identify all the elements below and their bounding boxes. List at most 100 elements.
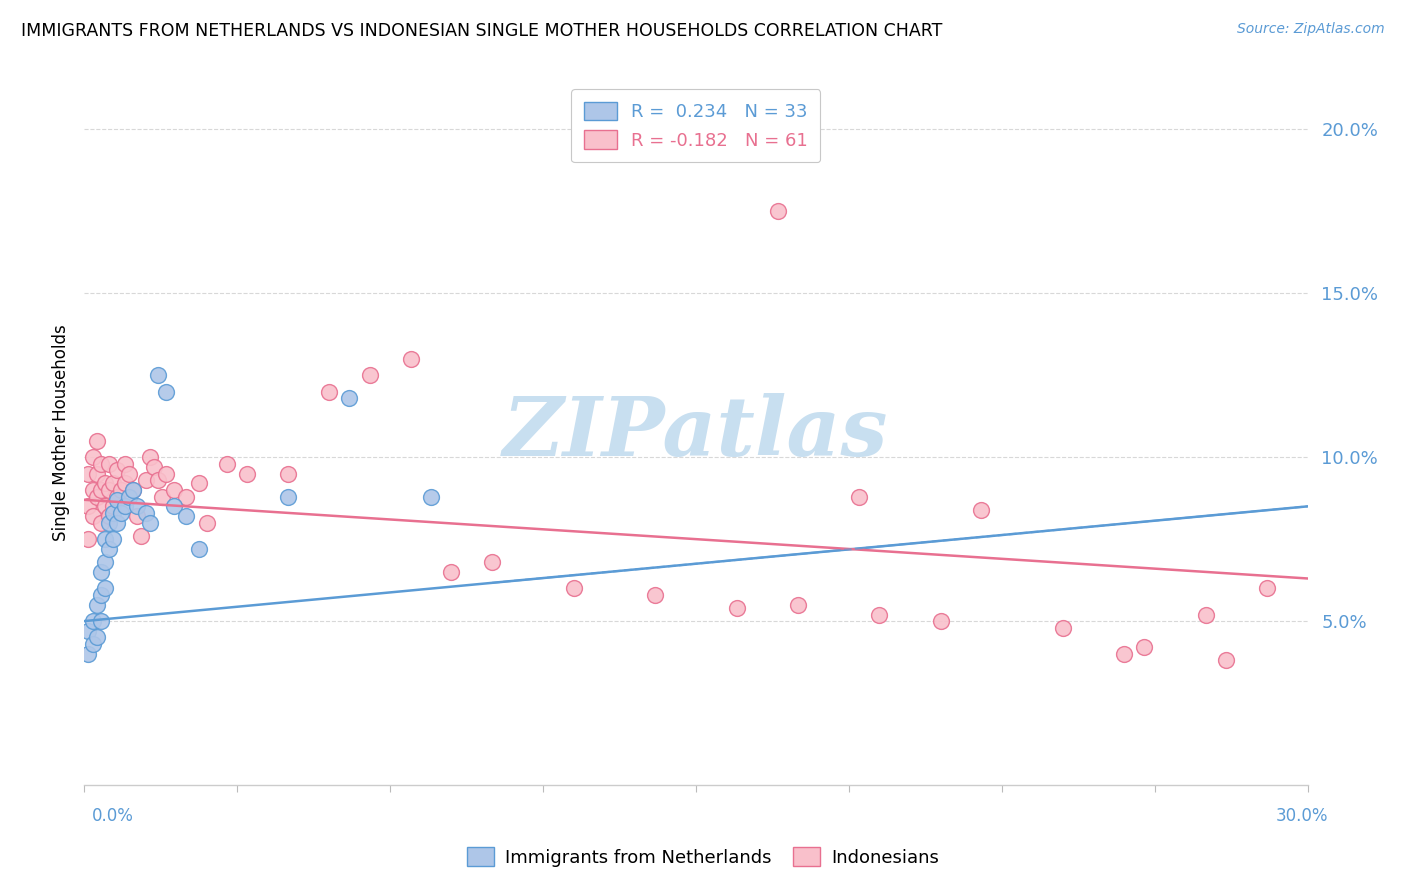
Point bbox=[236, 467, 259, 481]
Point bbox=[82, 483, 104, 497]
Point bbox=[86, 631, 108, 645]
Point bbox=[90, 565, 112, 579]
Point bbox=[929, 614, 952, 628]
Point bbox=[131, 529, 153, 543]
Point bbox=[82, 450, 104, 465]
Point bbox=[399, 351, 422, 366]
Point bbox=[187, 476, 209, 491]
Point bbox=[82, 614, 104, 628]
Point bbox=[174, 490, 197, 504]
Point bbox=[127, 509, 149, 524]
Point bbox=[174, 509, 197, 524]
Point bbox=[1052, 621, 1074, 635]
Point bbox=[481, 555, 503, 569]
Point bbox=[138, 450, 160, 465]
Point bbox=[97, 509, 120, 524]
Point bbox=[110, 483, 132, 497]
Text: 0.0%: 0.0% bbox=[91, 807, 134, 825]
Point bbox=[77, 624, 100, 638]
Point bbox=[1114, 647, 1136, 661]
Point bbox=[440, 565, 463, 579]
Point bbox=[110, 506, 132, 520]
Point bbox=[93, 476, 115, 491]
Point bbox=[77, 467, 100, 481]
Point bbox=[787, 598, 810, 612]
Point bbox=[127, 500, 149, 514]
Point bbox=[105, 463, 128, 477]
Point bbox=[105, 516, 128, 530]
Point bbox=[1256, 582, 1278, 596]
Point bbox=[146, 473, 169, 487]
Point bbox=[135, 506, 157, 520]
Point bbox=[122, 483, 145, 497]
Point bbox=[97, 541, 120, 556]
Point bbox=[86, 490, 108, 504]
Point bbox=[86, 434, 108, 448]
Point bbox=[90, 483, 112, 497]
Point bbox=[217, 457, 239, 471]
Legend: R =  0.234   N = 33, R = -0.182   N = 61: R = 0.234 N = 33, R = -0.182 N = 61 bbox=[571, 89, 821, 162]
Point bbox=[359, 368, 381, 383]
Point bbox=[1195, 607, 1218, 622]
Point bbox=[138, 516, 160, 530]
Point bbox=[90, 457, 112, 471]
Text: IMMIGRANTS FROM NETHERLANDS VS INDONESIAN SINGLE MOTHER HOUSEHOLDS CORRELATION C: IMMIGRANTS FROM NETHERLANDS VS INDONESIA… bbox=[21, 22, 942, 40]
Point bbox=[90, 614, 112, 628]
Text: ZIPatlas: ZIPatlas bbox=[503, 392, 889, 473]
Y-axis label: Single Mother Households: Single Mother Households bbox=[52, 325, 70, 541]
Point bbox=[318, 384, 340, 399]
Point bbox=[195, 516, 218, 530]
Point bbox=[339, 391, 361, 405]
Point bbox=[105, 490, 128, 504]
Point bbox=[97, 483, 120, 497]
Point bbox=[122, 483, 145, 497]
Point bbox=[86, 598, 108, 612]
Point bbox=[1215, 653, 1237, 667]
Point bbox=[97, 457, 120, 471]
Point bbox=[93, 555, 115, 569]
Point bbox=[277, 467, 299, 481]
Text: 30.0%: 30.0% bbox=[1277, 807, 1329, 825]
Point bbox=[77, 500, 100, 514]
Point bbox=[163, 500, 186, 514]
Point bbox=[135, 473, 157, 487]
Point bbox=[1133, 640, 1156, 655]
Point bbox=[970, 502, 993, 516]
Point bbox=[118, 467, 141, 481]
Point bbox=[101, 500, 124, 514]
Point bbox=[163, 483, 186, 497]
Point bbox=[146, 368, 169, 383]
Point bbox=[155, 467, 177, 481]
Point bbox=[869, 607, 891, 622]
Point bbox=[150, 490, 173, 504]
Point bbox=[277, 490, 299, 504]
Point bbox=[86, 467, 108, 481]
Point bbox=[187, 541, 209, 556]
Point bbox=[101, 532, 124, 546]
Point bbox=[725, 601, 748, 615]
Point bbox=[82, 509, 104, 524]
Point bbox=[848, 490, 870, 504]
Point bbox=[77, 532, 100, 546]
Point bbox=[93, 532, 115, 546]
Point bbox=[90, 588, 112, 602]
Point bbox=[77, 647, 100, 661]
Point bbox=[93, 582, 115, 596]
Legend: Immigrants from Netherlands, Indonesians: Immigrants from Netherlands, Indonesians bbox=[460, 840, 946, 874]
Point bbox=[562, 582, 585, 596]
Point bbox=[766, 204, 789, 219]
Point bbox=[114, 500, 136, 514]
Point bbox=[114, 476, 136, 491]
Point bbox=[155, 384, 177, 399]
Text: Source: ZipAtlas.com: Source: ZipAtlas.com bbox=[1237, 22, 1385, 37]
Point bbox=[644, 588, 666, 602]
Point bbox=[142, 460, 165, 475]
Point bbox=[101, 476, 124, 491]
Point bbox=[101, 506, 124, 520]
Point bbox=[114, 457, 136, 471]
Point bbox=[93, 500, 115, 514]
Point bbox=[105, 492, 128, 507]
Point bbox=[90, 516, 112, 530]
Point bbox=[97, 516, 120, 530]
Point bbox=[118, 490, 141, 504]
